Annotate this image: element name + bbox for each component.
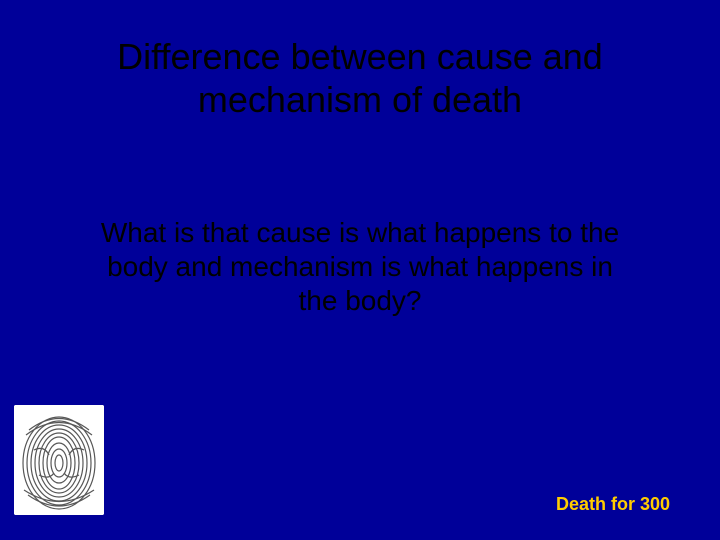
footer-category-label: Death for 300 [556,494,670,515]
slide-title: Difference between cause and mechanism o… [50,35,670,121]
fingerprint-image [14,405,104,515]
slide-body-text: What is that cause is what happens to th… [50,216,670,317]
slide-container: Difference between cause and mechanism o… [0,0,720,540]
